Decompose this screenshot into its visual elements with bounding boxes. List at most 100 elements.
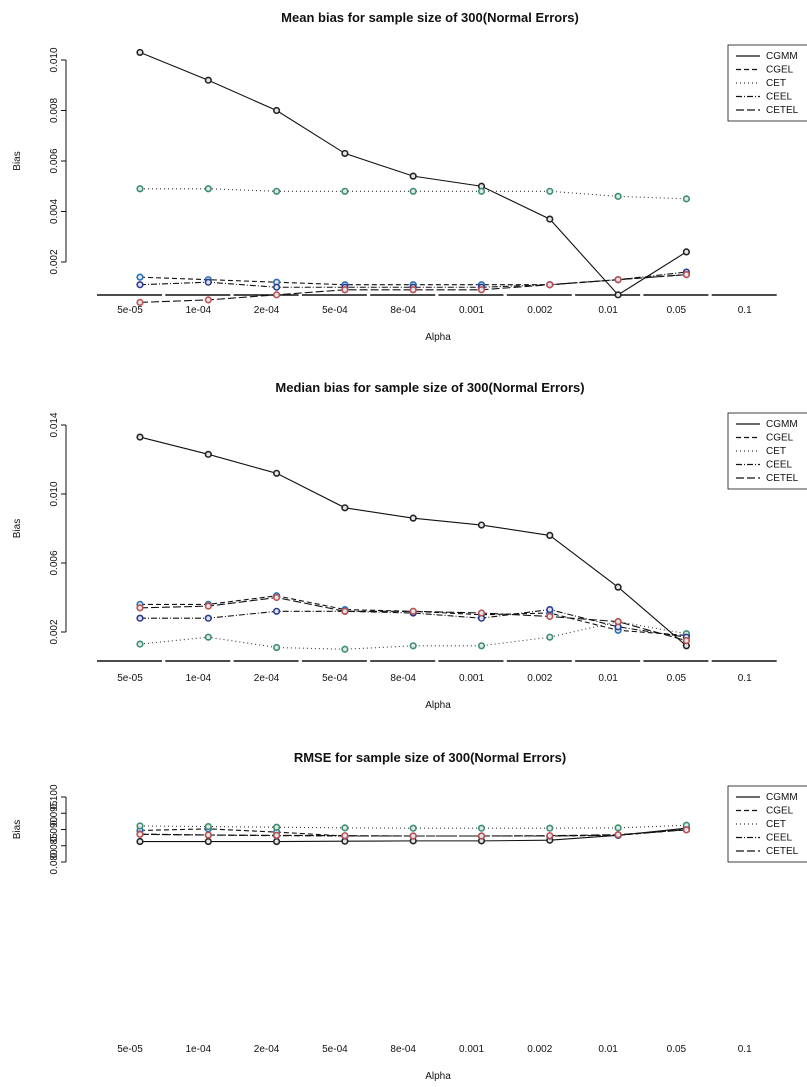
data-point-ceel (136, 281, 144, 289)
data-point-cetel (341, 607, 349, 615)
legend-box (727, 44, 807, 122)
y-axis-label: Bias (12, 519, 23, 538)
legend-box (727, 785, 807, 863)
y-tick-label: 0.080 (49, 849, 60, 874)
data-point-cet (409, 642, 417, 650)
data-point-cetel (409, 607, 417, 615)
x-axis-label: Alpha (425, 700, 451, 711)
data-point-cgmm (614, 583, 622, 591)
y-tick-label: 0.014 (49, 412, 60, 437)
data-point-cgmm (477, 521, 486, 529)
x-tick-label: 1e-04 (186, 673, 212, 684)
data-point-cgmm (341, 149, 349, 158)
data-point-cet (136, 822, 144, 830)
x-tick-label: 0.1 (738, 673, 752, 684)
legend-label-ceel: CEEL (766, 833, 793, 844)
data-point-cetel (477, 286, 486, 294)
x-tick-label: 2e-04 (254, 1044, 280, 1055)
data-point-cetel (682, 637, 691, 645)
y-tick-label: 0.090 (49, 817, 60, 842)
x-tick-label: 0.001 (459, 673, 484, 684)
data-point-cet (546, 633, 554, 641)
x-tick-label: 1e-04 (186, 1044, 212, 1055)
data-point-cetel (546, 281, 554, 289)
data-point-cetel (204, 296, 212, 304)
y-tick-label: 0.002 (49, 619, 60, 644)
data-point-ceel (136, 614, 144, 622)
x-tick-label: 5e-04 (322, 1044, 348, 1055)
data-point-cet (204, 633, 212, 641)
data-point-cetel (546, 832, 554, 840)
data-point-cgmm (546, 215, 554, 223)
x-tick-label: 8e-04 (390, 673, 416, 684)
data-point-cet (477, 187, 486, 195)
legend-label-cgel: CGEL (766, 65, 794, 76)
data-point-cet (273, 187, 281, 195)
data-point-cgmm (136, 48, 144, 57)
data-point-cgmm (204, 837, 212, 846)
data-point-cgmm (341, 504, 349, 512)
x-tick-label: 2e-04 (254, 673, 280, 684)
legend-label-cet: CET (766, 819, 786, 830)
data-point-cetel (477, 832, 486, 840)
data-point-cetel (204, 831, 212, 839)
data-point-cgel (136, 273, 144, 281)
data-point-cetel (614, 276, 622, 284)
y-tick-label: 0.006 (49, 550, 60, 575)
x-tick-label: 8e-04 (390, 1044, 416, 1055)
y-tick-label: 0.006 (49, 148, 60, 173)
data-point-ceel (273, 607, 281, 615)
data-point-cet (614, 192, 622, 200)
data-point-cet (477, 824, 486, 832)
data-point-cet (546, 187, 554, 195)
chart-title: Median bias for sample size of 300(Norma… (275, 380, 584, 395)
chart-title: Mean bias for sample size of 300(Normal … (281, 10, 579, 25)
legend-label-cgmm: CGMM (766, 419, 798, 430)
series-line-ceel (140, 609, 687, 638)
x-tick-label: 5e-04 (322, 305, 348, 316)
chart-title: RMSE for sample size of 300(Normal Error… (294, 750, 566, 765)
x-tick-label: 1e-04 (186, 305, 212, 316)
x-tick-label: 0.002 (527, 673, 552, 684)
data-point-cetel (273, 593, 281, 602)
x-tick-label: 5e-05 (117, 305, 143, 316)
data-point-ceel (204, 278, 212, 286)
x-tick-label: 0.05 (667, 1044, 687, 1055)
legend-label-ceel: CEEL (766, 92, 793, 103)
legend-label-cetel: CETEL (766, 105, 799, 116)
x-tick-label: 0.001 (459, 305, 484, 316)
data-point-ceel (204, 614, 212, 622)
data-point-cet (409, 187, 417, 195)
x-tick-label: 2e-04 (254, 305, 280, 316)
y-axis-label: Bias (12, 820, 23, 839)
y-tick-label: 0.010 (49, 481, 60, 506)
legend-label-cet: CET (766, 446, 786, 457)
y-tick-label: 0.100 (49, 784, 60, 809)
data-point-cet (341, 824, 349, 832)
x-tick-label: 0.05 (667, 673, 687, 684)
data-point-cetel (682, 271, 691, 279)
data-point-cgmm (273, 106, 281, 115)
data-point-cetel (682, 826, 691, 834)
legend-label-cet: CET (766, 78, 786, 89)
data-point-cgmm (409, 514, 417, 522)
data-point-cgmm (546, 531, 554, 540)
y-tick-label: 0.095 (49, 800, 60, 825)
x-tick-label: 5e-05 (117, 1044, 143, 1055)
data-point-cetel (136, 830, 144, 838)
x-tick-label: 0.05 (667, 305, 687, 316)
data-point-cgmm (273, 469, 281, 477)
legend-label-ceel: CEEL (766, 460, 793, 471)
data-point-cetel (409, 286, 417, 294)
data-point-cgmm (682, 248, 691, 256)
data-point-cetel (477, 609, 486, 617)
data-point-cet (273, 643, 281, 652)
legend-label-cgel: CGEL (766, 433, 794, 444)
data-point-cet (341, 187, 349, 195)
data-point-cetel (273, 291, 281, 299)
data-point-cetel (136, 298, 144, 307)
y-tick-label: 0.010 (49, 47, 60, 72)
data-point-cet (204, 822, 212, 831)
